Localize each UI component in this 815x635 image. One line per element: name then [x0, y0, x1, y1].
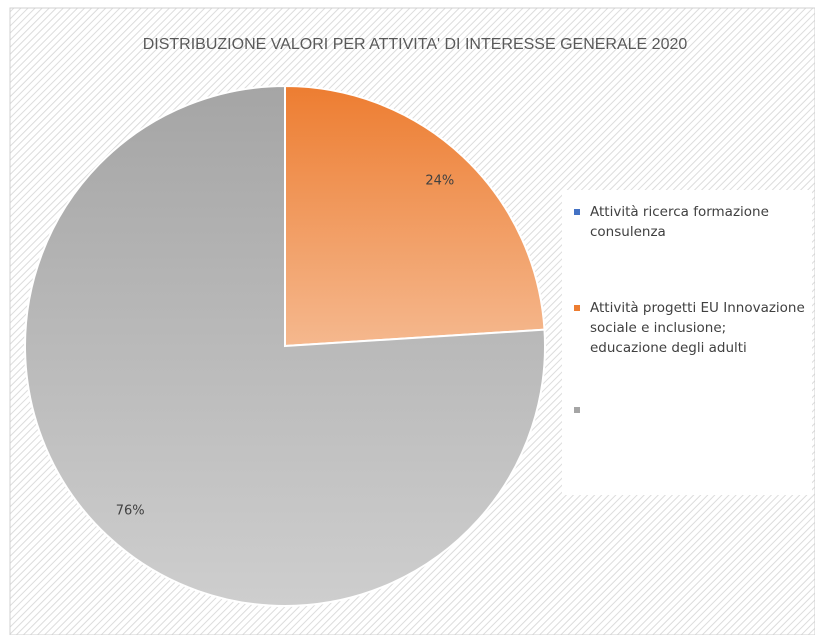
- data-label: 24%: [425, 174, 454, 189]
- legend-item: Attività ricerca formazione consulenza: [572, 202, 807, 242]
- legend-item: Attività progetti EU Innovazione sociale…: [572, 298, 807, 358]
- pie-slice: [24, 84, 546, 607]
- data-label: 76%: [116, 503, 145, 518]
- pie-slice: [284, 84, 546, 348]
- legend-swatch: [574, 305, 580, 311]
- legend: Attività ricerca formazione consulenza At…: [562, 190, 812, 495]
- chart-title: DISTRIBUZIONE VALORI PER ATTIVITA' DI IN…: [143, 36, 688, 53]
- legend-swatch: [574, 209, 580, 215]
- legend-swatch: [574, 407, 580, 413]
- legend-item: [572, 400, 807, 420]
- legend-label: Attività progetti EU Innovazione sociale…: [590, 300, 805, 356]
- legend-label: Attività ricerca formazione consulenza: [590, 204, 769, 240]
